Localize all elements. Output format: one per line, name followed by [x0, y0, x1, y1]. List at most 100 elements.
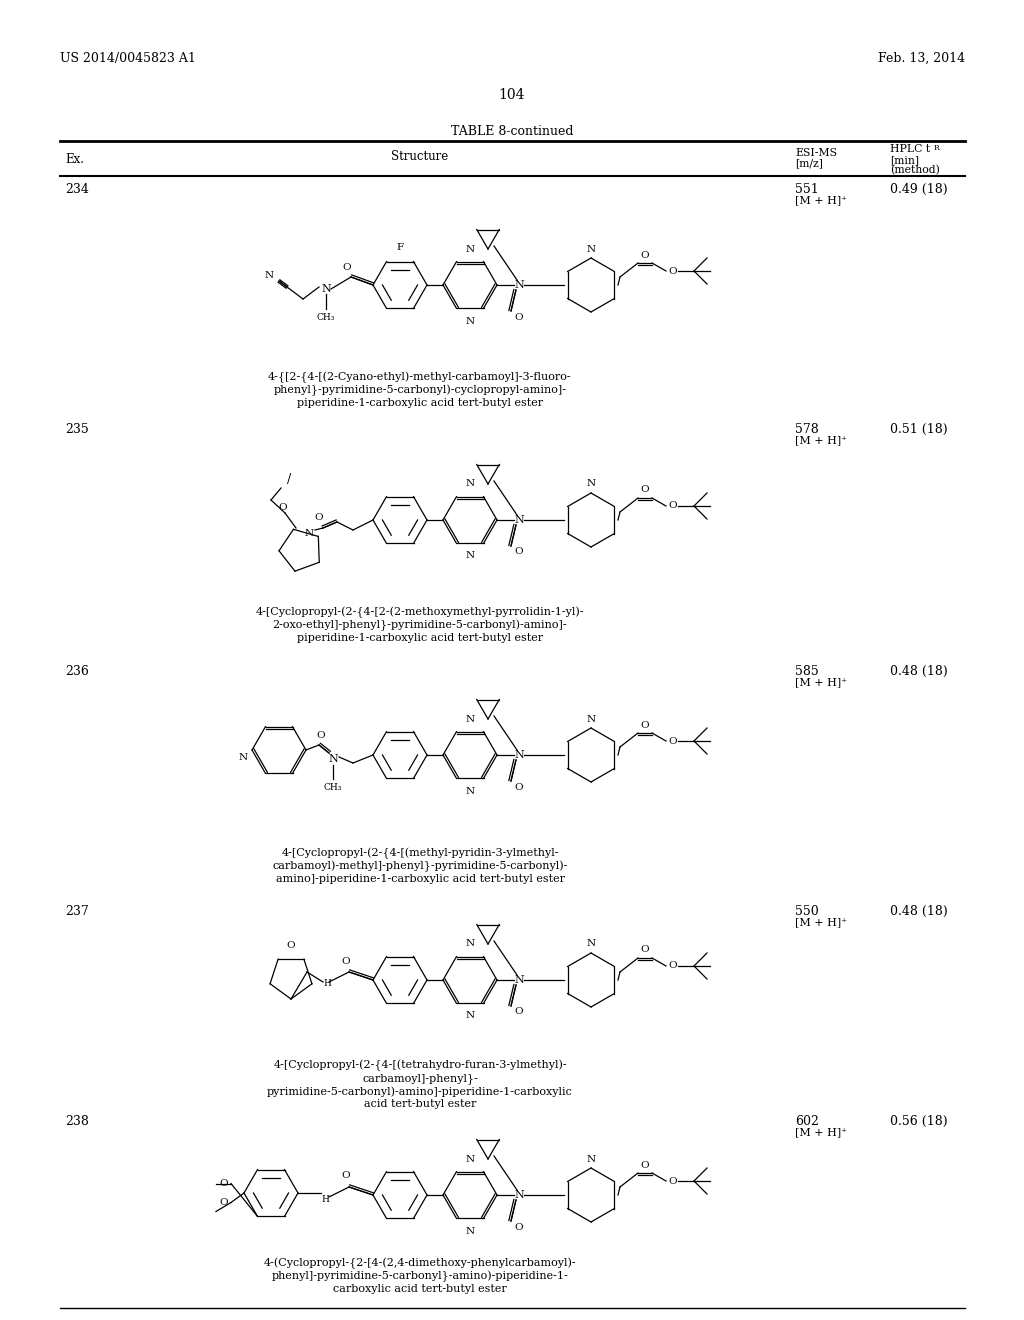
Text: N: N [466, 1226, 474, 1236]
Text: piperidine-1-carboxylic acid tert-butyl ester: piperidine-1-carboxylic acid tert-butyl … [297, 399, 543, 408]
Text: CH₃: CH₃ [324, 783, 342, 792]
Text: O: O [669, 502, 677, 511]
Text: 237: 237 [65, 906, 89, 917]
Text: carbamoyl]-phenyl}-: carbamoyl]-phenyl}- [362, 1073, 478, 1084]
Text: O: O [287, 941, 295, 950]
Text: O: O [515, 1007, 523, 1016]
Text: 578: 578 [795, 422, 819, 436]
Text: 4-[Cyclopropyl-(2-{4-[(tetrahydro-furan-3-ylmethyl)-: 4-[Cyclopropyl-(2-{4-[(tetrahydro-furan-… [273, 1060, 567, 1072]
Text: O: O [220, 1179, 228, 1188]
Text: N: N [587, 479, 596, 488]
Text: piperidine-1-carboxylic acid tert-butyl ester: piperidine-1-carboxylic acid tert-butyl … [297, 634, 543, 643]
Text: N: N [328, 754, 338, 764]
Text: N: N [514, 750, 524, 760]
Text: [M + H]⁺: [M + H]⁺ [795, 1127, 847, 1137]
Text: CH₃: CH₃ [316, 313, 335, 322]
Text: N: N [587, 714, 596, 723]
Text: 602: 602 [795, 1115, 819, 1129]
Text: 4-[Cyclopropyl-(2-{4-[(methyl-pyridin-3-ylmethyl-: 4-[Cyclopropyl-(2-{4-[(methyl-pyridin-3-… [282, 847, 559, 859]
Text: O: O [342, 1172, 350, 1180]
Text: 0.51 (18): 0.51 (18) [890, 422, 947, 436]
Text: 2-oxo-ethyl]-phenyl}-pyrimidine-5-carbonyl)-amino]-: 2-oxo-ethyl]-phenyl}-pyrimidine-5-carbon… [272, 620, 567, 631]
Text: US 2014/0045823 A1: US 2014/0045823 A1 [60, 51, 196, 65]
Text: O: O [669, 961, 677, 970]
Text: N: N [466, 940, 474, 949]
Text: [M + H]⁺: [M + H]⁺ [795, 195, 847, 205]
Text: (method): (method) [890, 165, 940, 176]
Text: amino]-piperidine-1-carboxylic acid tert-butyl ester: amino]-piperidine-1-carboxylic acid tert… [275, 874, 564, 884]
Text: 0.49 (18): 0.49 (18) [890, 183, 947, 195]
Text: H: H [322, 1196, 329, 1204]
Text: 4-[Cyclopropyl-(2-{4-[2-(2-methoxymethyl-pyrrolidin-1-yl)-: 4-[Cyclopropyl-(2-{4-[2-(2-methoxymethyl… [256, 607, 585, 618]
Text: 0.56 (18): 0.56 (18) [890, 1115, 947, 1129]
Text: N: N [304, 528, 313, 537]
Text: Feb. 13, 2014: Feb. 13, 2014 [878, 51, 965, 65]
Text: 234: 234 [65, 183, 89, 195]
Text: 4-{[2-{4-[(2-Cyano-ethyl)-methyl-carbamoyl]-3-fluoro-: 4-{[2-{4-[(2-Cyano-ethyl)-methyl-carbamo… [268, 372, 571, 383]
Text: O: O [641, 251, 649, 260]
Text: [min]: [min] [890, 154, 919, 165]
Text: O: O [641, 945, 649, 954]
Text: O: O [669, 267, 677, 276]
Text: 238: 238 [65, 1115, 89, 1129]
Text: O: O [316, 730, 326, 739]
Text: N: N [514, 515, 524, 525]
Text: [m/z]: [m/z] [795, 158, 823, 168]
Text: pyrimidine-5-carbonyl)-amino]-piperidine-1-carboxylic: pyrimidine-5-carbonyl)-amino]-piperidine… [267, 1086, 573, 1097]
Text: 104: 104 [499, 88, 525, 102]
Text: N: N [514, 280, 524, 290]
Text: N: N [322, 284, 331, 294]
Text: N: N [466, 317, 474, 326]
Text: N: N [587, 940, 596, 949]
Text: O: O [343, 263, 351, 272]
Text: O: O [641, 721, 649, 730]
Text: O: O [641, 486, 649, 495]
Text: N: N [466, 479, 474, 488]
Text: N: N [466, 787, 474, 796]
Text: O: O [314, 513, 324, 523]
Text: O: O [279, 503, 288, 512]
Text: O: O [515, 783, 523, 792]
Text: 0.48 (18): 0.48 (18) [890, 906, 948, 917]
Text: 235: 235 [65, 422, 89, 436]
Text: [M + H]⁺: [M + H]⁺ [795, 436, 847, 445]
Text: TABLE 8-continued: TABLE 8-continued [451, 125, 573, 139]
Text: N: N [466, 1011, 474, 1020]
Text: 551: 551 [795, 183, 819, 195]
Text: N: N [466, 552, 474, 561]
Text: ESI-MS: ESI-MS [795, 148, 837, 158]
Text: [M + H]⁺: [M + H]⁺ [795, 917, 847, 927]
Text: N: N [466, 1155, 474, 1163]
Text: 585: 585 [795, 665, 819, 678]
Text: /: / [287, 474, 291, 487]
Text: N: N [514, 1191, 524, 1200]
Text: N: N [514, 975, 524, 985]
Text: carbamoyl)-methyl]-phenyl}-pyrimidine-5-carbonyl)-: carbamoyl)-methyl]-phenyl}-pyrimidine-5-… [272, 861, 567, 873]
Text: O: O [342, 957, 350, 965]
Text: O: O [641, 1160, 649, 1170]
Text: [M + H]⁺: [M + H]⁺ [795, 677, 847, 686]
Text: 236: 236 [65, 665, 89, 678]
Text: carboxylic acid tert-butyl ester: carboxylic acid tert-butyl ester [333, 1284, 507, 1294]
Text: 4-(Cyclopropyl-{2-[4-(2,4-dimethoxy-phenylcarbamoyl)-: 4-(Cyclopropyl-{2-[4-(2,4-dimethoxy-phen… [264, 1258, 577, 1270]
Text: O: O [515, 548, 523, 557]
Text: phenyl]-pyrimidine-5-carbonyl}-amino)-piperidine-1-: phenyl]-pyrimidine-5-carbonyl}-amino)-pi… [271, 1271, 568, 1282]
Text: F: F [396, 243, 403, 252]
Text: O: O [669, 737, 677, 746]
Text: H: H [323, 979, 331, 989]
Text: Ex.: Ex. [65, 153, 84, 166]
Text: 0.48 (18): 0.48 (18) [890, 665, 948, 678]
Text: HPLC t: HPLC t [890, 144, 930, 154]
Text: phenyl}-pyrimidine-5-carbonyl)-cyclopropyl-amino]-: phenyl}-pyrimidine-5-carbonyl)-cycloprop… [273, 385, 566, 396]
Text: N: N [239, 754, 248, 763]
Text: acid tert-butyl ester: acid tert-butyl ester [364, 1100, 476, 1109]
Text: R: R [934, 144, 940, 152]
Text: O: O [669, 1176, 677, 1185]
Text: N: N [466, 244, 474, 253]
Text: N: N [587, 244, 596, 253]
Text: O: O [515, 1222, 523, 1232]
Text: O: O [220, 1199, 228, 1206]
Text: Structure: Structure [391, 150, 449, 162]
Text: N: N [466, 714, 474, 723]
Text: 550: 550 [795, 906, 819, 917]
